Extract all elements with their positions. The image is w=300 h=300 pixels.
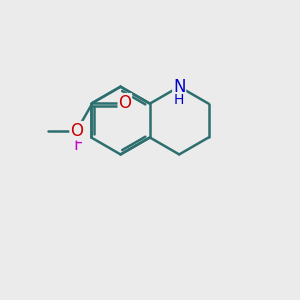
Text: O: O [118,94,131,112]
Text: F: F [74,136,83,154]
Text: O: O [70,122,83,140]
Text: H: H [174,93,184,107]
Text: N: N [173,78,185,96]
